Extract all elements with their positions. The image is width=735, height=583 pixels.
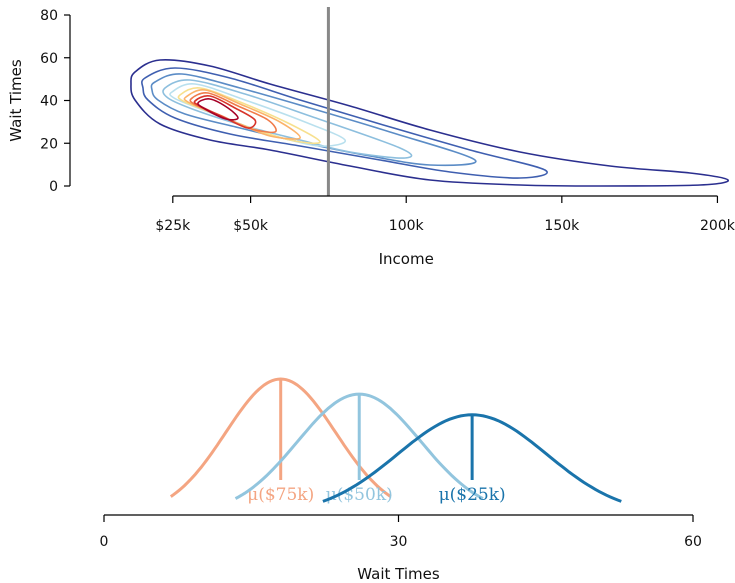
mean-label: μ($50k) <box>326 485 393 505</box>
y-tick-label: 0 <box>49 179 58 195</box>
contour-level-10 <box>197 98 239 121</box>
y-tick-label: 80 <box>40 8 58 24</box>
x-tick-label: $50k <box>233 218 269 234</box>
x-tick-label: 100k <box>389 218 425 234</box>
contour-level-3 <box>150 73 477 167</box>
y-tick-label: 40 <box>40 94 58 110</box>
contour-lines <box>130 59 729 187</box>
contour-level-4 <box>162 79 413 159</box>
x-tick-label: 200k <box>700 218 735 234</box>
bottom-x-tick-label: 60 <box>684 534 702 550</box>
contour-panel: 0 20 40 60 80 $25k $50k 100k 150k 200k Wait Time… <box>7 7 735 268</box>
density-curve <box>234 392 484 500</box>
x-tick-label: 150k <box>544 218 580 234</box>
y-axis-title: Wait Times <box>7 59 25 142</box>
density-panel: μ($75k) μ($50k) μ($25k) 0 30 60 Wait Times <box>100 377 702 583</box>
contour-level-7 <box>183 89 301 140</box>
y-ticks: 0 20 40 60 80 <box>40 8 70 195</box>
mean-label: μ($75k) <box>247 485 314 505</box>
bottom-x-ticks: 0 30 60 <box>100 515 702 550</box>
bottom-x-tick-label: 30 <box>390 534 408 550</box>
bottom-x-tick-label: 0 <box>100 534 109 550</box>
y-tick-label: 20 <box>40 136 58 152</box>
density-curves: μ($75k) μ($50k) μ($25k) <box>169 377 622 505</box>
mean-label: μ($25k) <box>439 485 506 505</box>
contour-level-1 <box>130 59 729 187</box>
x-ticks: $25k $50k 100k 150k 200k <box>155 196 735 234</box>
x-axis-title: Income <box>379 250 434 268</box>
contour-level-2 <box>141 67 548 179</box>
y-tick-label: 60 <box>40 51 58 67</box>
x-tick-label: $25k <box>155 218 191 234</box>
bottom-x-axis-title: Wait Times <box>357 565 440 583</box>
